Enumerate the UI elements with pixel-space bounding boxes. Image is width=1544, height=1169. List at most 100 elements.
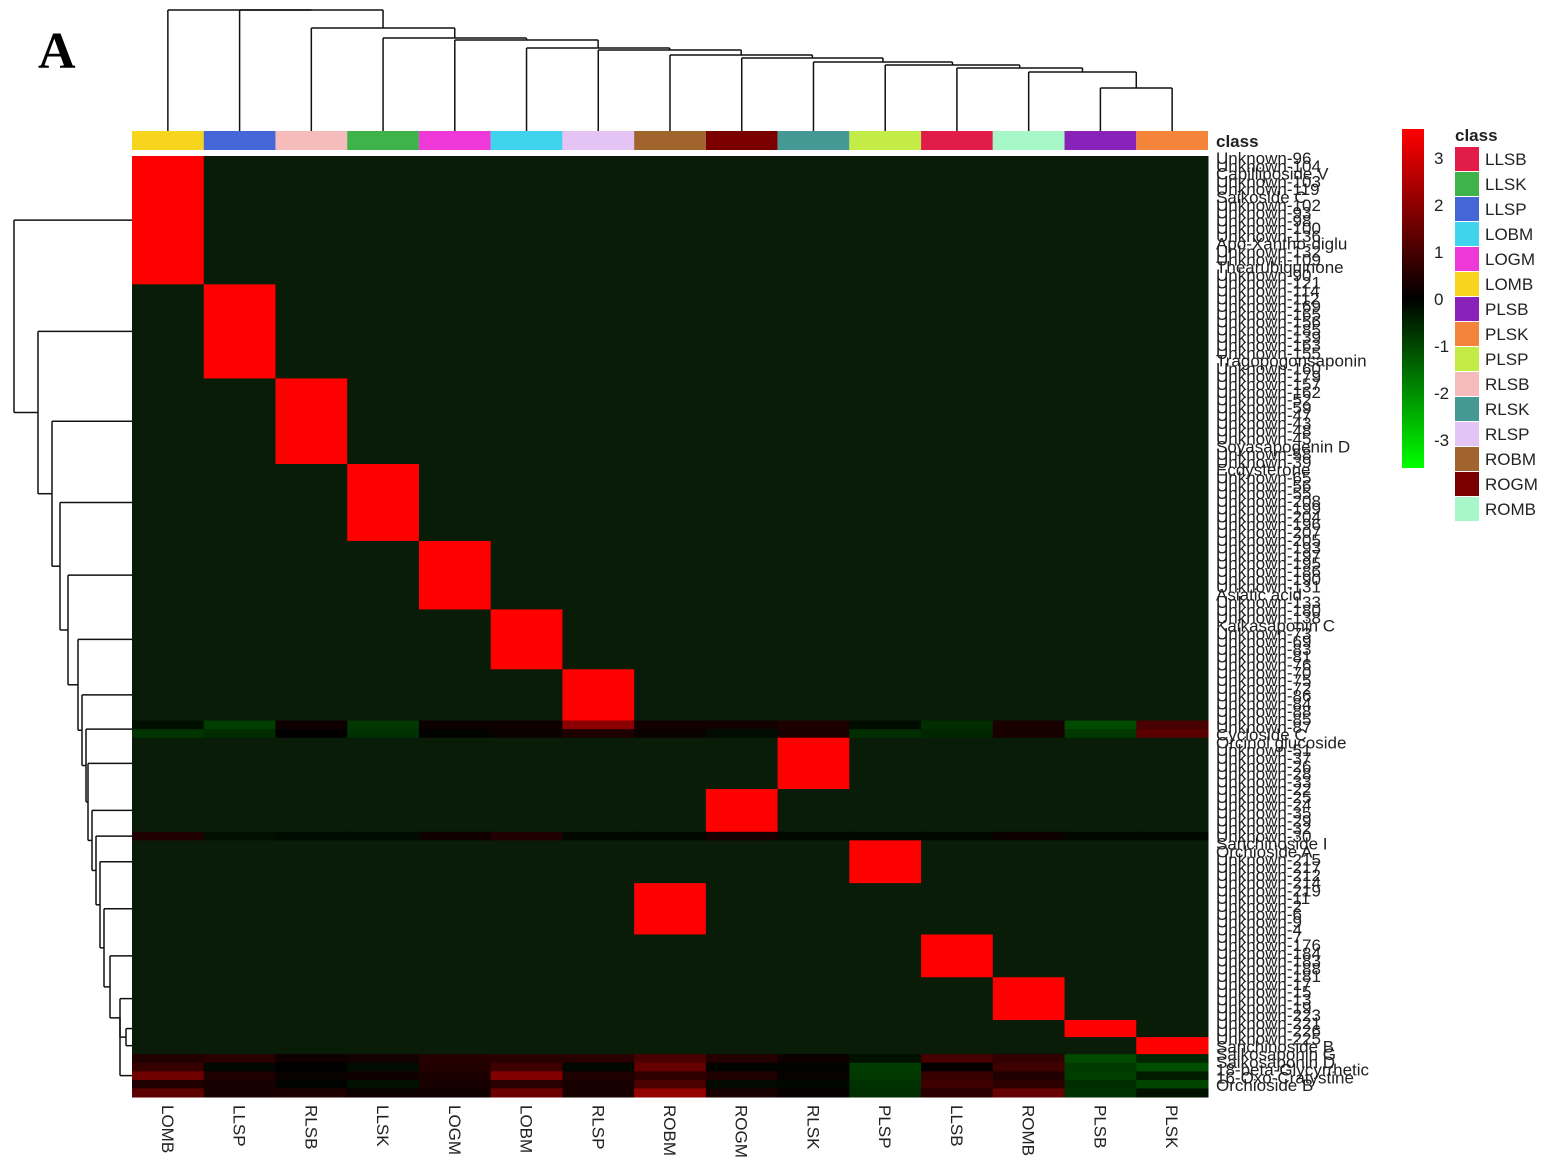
heatmap-cell-block16-col4	[418, 1037, 492, 1055]
heatmap-cell-block12-col10	[849, 883, 922, 935]
heatmap-cell-block11-col0	[132, 840, 205, 884]
heatmap-cell-b17-r2-c5	[490, 1071, 563, 1081]
row-label: Unknown-212	[1216, 866, 1321, 885]
heatmap-cell-block0-col12	[992, 156, 1066, 285]
class-bar-cell-LLSP	[203, 131, 276, 150]
legend-label-ROMB: ROMB	[1485, 500, 1536, 519]
heatmap-cell-block16-col9	[777, 1037, 850, 1055]
heatmap-cell-block10-col1	[203, 831, 276, 841]
row-label: Unknown-81	[1216, 648, 1311, 667]
heatmap-cell-block0-col4	[418, 156, 492, 285]
row-label: Unknown-56	[1216, 476, 1311, 495]
legend-swatch-RLSK	[1455, 397, 1479, 421]
row-label: Unknown-84	[1216, 694, 1311, 713]
heatmap-cell-block5-col4	[418, 609, 492, 670]
heatmap-cell-b17-r4-c9	[777, 1088, 850, 1098]
heatmap-cell-block4-col13	[1064, 540, 1137, 610]
heatmap-cell-block8-col5	[490, 737, 563, 790]
heatmap-cell-block3-col12	[992, 463, 1066, 542]
heatmap-cell-block8-col11	[921, 737, 994, 790]
legend-label-PLSK: PLSK	[1485, 325, 1529, 344]
heatmap-cell-block15-col0	[132, 1020, 205, 1038]
heatmap-cell-block6-col5	[490, 669, 563, 722]
heatmap-cell-b17-r1-c4	[418, 1062, 492, 1072]
heatmap-cell-b17-r4-c13	[1064, 1088, 1137, 1098]
class-bar-cell-LLSB	[921, 131, 993, 150]
heatmap-cell-b17-r3-c1	[203, 1079, 276, 1089]
class-legend-title: class	[1455, 126, 1498, 145]
heatmap-cell-b17-r1-c0	[132, 1062, 205, 1072]
heatmap-cell-block0-col8	[705, 156, 779, 285]
heatmap-cell-b17-r4-c7	[634, 1088, 707, 1098]
heatmap-cell-b17-r3-c10	[849, 1079, 922, 1089]
heatmap-cell-block4-col1	[203, 540, 276, 610]
heatmap-cell-b7-r1-c6	[562, 729, 635, 739]
heatmap-cell-block11-col5	[490, 840, 563, 884]
heatmap-cell-block10-col10	[849, 831, 922, 841]
row-label: Unknown-196	[1216, 515, 1321, 534]
heatmap-cell-block2-col3	[347, 378, 420, 465]
heatmap-cell-block14-col3	[347, 977, 420, 1021]
heatmap-cell-b17-r4-c8	[705, 1088, 779, 1098]
column-label-PLSP: PLSP	[875, 1105, 894, 1148]
heatmap-cell-b17-r3-c0	[132, 1079, 205, 1089]
row-label: Unknown-25	[1216, 788, 1311, 807]
row-label: Unknown-157	[1216, 375, 1321, 394]
heatmap-cell-block14-col13	[1064, 977, 1137, 1021]
heatmap-cell-block14-col7	[634, 977, 707, 1021]
heatmap-cell-block11-col7	[634, 840, 707, 884]
heatmap-cell-block13-col1	[203, 934, 276, 978]
heatmap-cell-block15-col1	[203, 1020, 276, 1038]
row-label: Unknown-70	[1216, 663, 1311, 682]
heatmap-cell-block9-col8	[705, 789, 779, 833]
row-label: Unknown-65	[1216, 468, 1311, 487]
heatmap-cell-block2-col12	[992, 378, 1066, 465]
heatmap-cell-block11-col9	[777, 840, 850, 884]
legend-swatch-ROBM	[1455, 447, 1479, 471]
class-bar-cell-PLSP	[849, 131, 922, 150]
heatmap-cell-block3-col2	[275, 463, 348, 542]
class-bar-cell-RLSK	[777, 131, 850, 150]
row-label: Unknown-199	[1216, 500, 1321, 519]
heatmap-cell-b17-r1-c11	[921, 1062, 994, 1072]
row-label: Orchioside A	[1216, 842, 1313, 861]
heatmap-cell-block10-col11	[921, 831, 994, 841]
legend-label-RLSK: RLSK	[1485, 400, 1530, 419]
heatmap-cell-block1-col10	[849, 284, 922, 379]
heatmap-cell-block9-col4	[418, 789, 492, 833]
color-scale-tick: -2	[1434, 384, 1449, 403]
heatmap-cell-b7-r0-c2	[275, 720, 348, 730]
heatmap-cell-block1-col5	[490, 284, 563, 379]
heatmap-cell-b7-r0-c12	[992, 720, 1066, 730]
heatmap-cell-block16-col2	[275, 1037, 348, 1055]
column-label-PLSB: PLSB	[1090, 1105, 1109, 1148]
heatmap-cell-block5-col9	[777, 609, 850, 670]
heatmap-cell-block5-col11	[921, 609, 994, 670]
heatmap-cell-block13-col9	[777, 934, 850, 978]
row-label: Sanchinoside I	[1216, 835, 1328, 854]
row-label: Unknown-15	[1216, 983, 1311, 1002]
heatmap-cell-block10-col5	[490, 831, 563, 841]
heatmap-cell-block13-col14	[1136, 934, 1209, 978]
row-label: Unknown-179	[1216, 367, 1321, 386]
heatmap-cell-block16-col13	[1064, 1037, 1137, 1055]
heatmap-cell-block4-col6	[562, 540, 635, 610]
heatmap-cell-block15-col3	[347, 1020, 420, 1038]
heatmap-cell-b17-r1-c9	[777, 1062, 850, 1072]
column-label-LOGM: LOGM	[445, 1105, 464, 1155]
heatmap-cell-block11-col10	[849, 840, 922, 884]
heatmap-cell-block10-col2	[275, 831, 348, 841]
heatmap-cell-block3-col8	[705, 463, 779, 542]
column-label-PLSK: PLSK	[1162, 1105, 1181, 1149]
heatmap-cell-b17-r0-c11	[921, 1054, 994, 1064]
heatmap-cell-block12-col14	[1136, 883, 1209, 935]
row-label: Unknown-24	[1216, 796, 1311, 815]
row-label: Tragopogonsaponin	[1216, 352, 1367, 371]
heatmap-cell-block10-col13	[1064, 831, 1137, 841]
heatmap-cell-block5-col14	[1136, 609, 1209, 670]
heatmap-cell-b17-r3-c13	[1064, 1079, 1137, 1089]
row-label: Unknown-7	[1216, 928, 1302, 947]
heatmap-cell-block12-col4	[418, 883, 492, 935]
heatmap-cell-b17-r2-c4	[418, 1071, 492, 1081]
row-label: Cycloside C	[1216, 726, 1307, 745]
